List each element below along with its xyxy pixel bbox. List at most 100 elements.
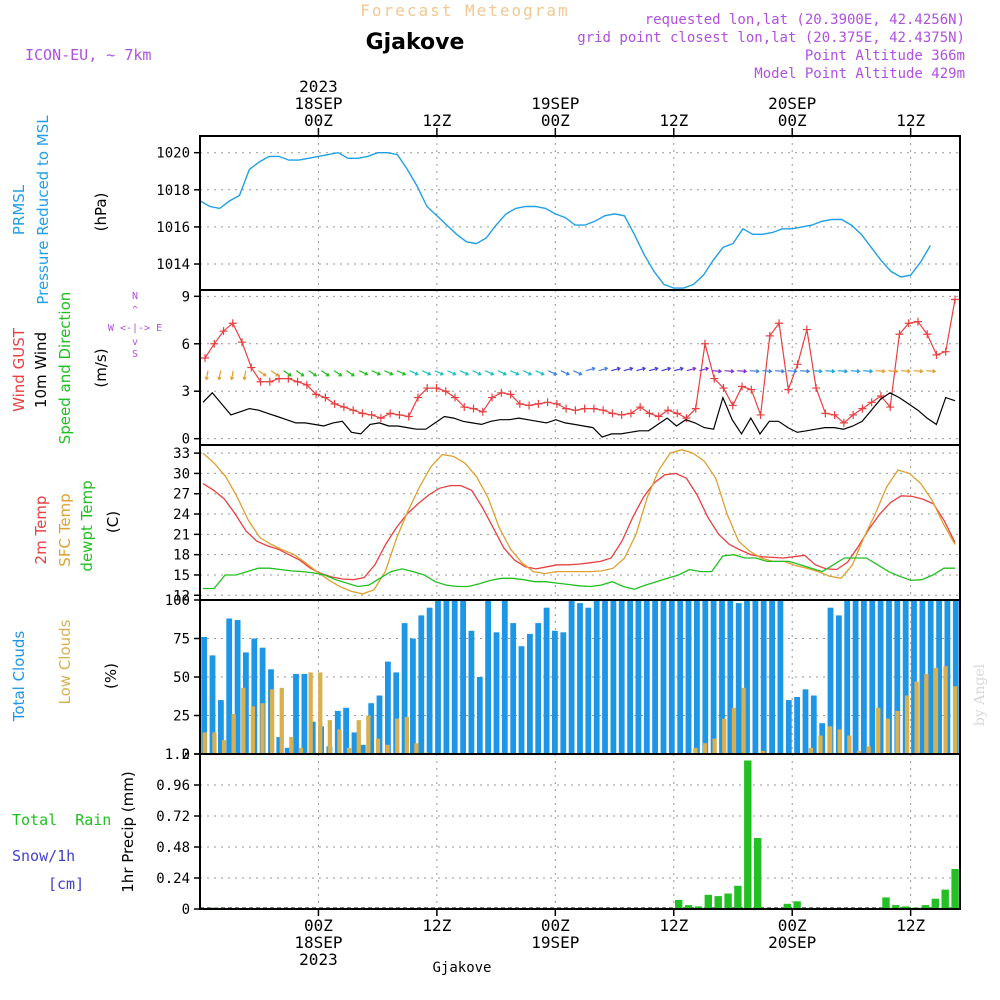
low-cloud-bar [731, 707, 737, 754]
total-cloud-bar [218, 700, 224, 754]
low-cloud-bar [366, 715, 371, 754]
gust-point [543, 398, 552, 407]
wind-arrow [472, 370, 482, 376]
gust-point [654, 412, 663, 421]
total-cloud-bar [485, 600, 491, 754]
total-cloud-bar [677, 600, 684, 754]
wind-arrow [409, 370, 419, 376]
footer-location: Gjakove [432, 960, 491, 976]
wind-arrow [204, 370, 209, 381]
total-cloud-bar [685, 600, 692, 754]
total-cloud-bar [368, 703, 375, 754]
y-tick-label: 50 [173, 670, 190, 686]
wind-arrow [522, 370, 533, 376]
wind-arrow [217, 370, 222, 381]
hour-label: 00Z [541, 111, 570, 130]
gust-point [904, 319, 913, 328]
gust-point [460, 403, 469, 412]
y-tick-label: 100 [165, 593, 190, 609]
y-tick-label: 6 [182, 337, 190, 353]
rain-bar [754, 838, 762, 909]
y-tick-label: 24 [173, 507, 190, 523]
total-cloud-bar [435, 600, 441, 754]
wind-arrow [510, 370, 520, 376]
gust-point [358, 409, 367, 418]
wind-arrow [774, 369, 786, 374]
total-cloud-bar [710, 600, 717, 754]
total-cloud-bar [668, 600, 675, 754]
gust-point [330, 399, 339, 408]
precip-labels: Total Rain Snow/1h [cm] 1hr Precip (mm) [12, 771, 137, 893]
y-tick-label: 27 [173, 487, 190, 503]
rain-bar [951, 869, 959, 909]
wind-arrow [661, 366, 672, 372]
cloud-units: (%) [102, 663, 120, 689]
date-label: 19SEP [531, 933, 579, 952]
total-cloud-bar [877, 600, 884, 754]
gust-point [812, 384, 821, 393]
total-cloud-bar [385, 661, 391, 754]
y-tick-label: 18 [173, 548, 190, 564]
total-cloud-bar [810, 695, 817, 754]
low-cloud-bar [346, 747, 352, 754]
gust-point [710, 374, 719, 383]
wind-arrow [863, 369, 874, 374]
gust-point [913, 317, 922, 326]
rain-bar [675, 900, 683, 909]
low-cloud-bar [837, 729, 842, 754]
wind-arrow [900, 369, 912, 374]
wind-arrow [699, 366, 710, 372]
temp-units: (C) [104, 511, 122, 533]
total-cloud-bar [844, 600, 851, 754]
total-cloud-bar [694, 600, 700, 754]
gust-point [738, 382, 747, 391]
wind-arrow [497, 370, 507, 376]
wind-labels: Wind GUST 10m Wind Speed and Direction (… [10, 291, 162, 444]
gust-point [321, 393, 330, 402]
temp2m-label: 2m Temp [32, 496, 50, 565]
compass-south: S [132, 349, 138, 360]
low-cloud-bar [231, 714, 236, 754]
gust-point [728, 401, 737, 410]
panel-frame [199, 753, 961, 910]
low-cloud-bar [395, 718, 400, 754]
rain-bar [793, 901, 801, 910]
total-cloud-bar [610, 600, 617, 754]
low-cloud-bar [270, 689, 275, 754]
total-cloud-bar [827, 607, 834, 754]
compass-up: ^ [132, 305, 138, 316]
gust-point [201, 354, 209, 363]
gust-point [701, 339, 709, 348]
wind-arrow [573, 370, 583, 376]
total-clouds-label: Total Clouds [10, 631, 28, 723]
total-cloud-bar [359, 744, 366, 754]
wind-arrow [396, 370, 407, 376]
gust-point [469, 404, 478, 413]
total-cloud-bar [927, 600, 934, 754]
y-tick-label: 1.2 [165, 747, 190, 763]
wind-arrow [636, 366, 647, 372]
y-tick-label: 3 [182, 384, 190, 400]
wind-arrow [648, 366, 659, 372]
gust-line [204, 299, 956, 424]
total-cloud-bar [293, 673, 299, 754]
total-cloud-bar [635, 600, 642, 754]
y-tick-label: 15 [173, 568, 190, 584]
low-cloud-bar [693, 747, 698, 754]
gust-point [247, 363, 256, 372]
wind-arrow [484, 370, 495, 376]
gust-point [312, 390, 321, 399]
prmsl-label: PRMSL [10, 184, 28, 235]
wind-arrow [358, 370, 369, 376]
low-cloud-bar [741, 687, 746, 754]
wind-arrow [888, 369, 899, 374]
gust-point [367, 410, 376, 419]
model-altitude: Model Point Altitude 429m [754, 66, 965, 82]
wind-line [202, 391, 956, 438]
rain-bar [704, 894, 712, 909]
wind-arrow [724, 369, 735, 374]
panel-3: 12 15 18 21 24 27 30 33 [173, 445, 960, 604]
grid-point-coords: grid point closest lon,lat (20.375E, 42.… [577, 30, 965, 46]
sfc-label: SFC Temp [56, 493, 74, 566]
